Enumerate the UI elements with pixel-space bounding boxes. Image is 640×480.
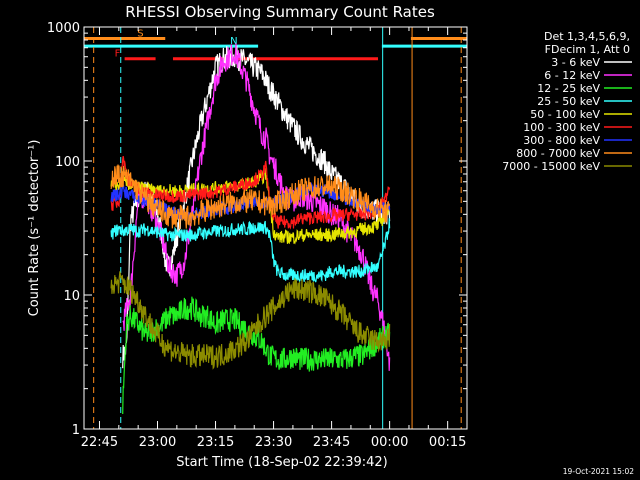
- legend-header-line: FDecim 1, Att 0: [545, 43, 630, 56]
- legend-header-line: Det 1,3,4,5,6,9,: [544, 30, 630, 43]
- legend-label: 100 - 300 keV: [523, 121, 600, 134]
- x-tick-label: 22:45: [81, 435, 118, 450]
- legend-label: 50 - 100 keV: [530, 108, 600, 121]
- y-tick-label: 100: [55, 155, 80, 170]
- x-tick-label: 23:45: [313, 435, 350, 450]
- series-line-2: [122, 296, 391, 415]
- y-tick-label: 1: [72, 423, 80, 438]
- y-axis-label: Count Rate (s⁻¹ detector⁻¹): [27, 140, 42, 317]
- date-stamp: 19-Oct-2021 15:02: [563, 467, 634, 476]
- x-tick-label: 00:00: [371, 435, 408, 450]
- x-axis-label: Start Time (18-Sep-02 22:39:42): [176, 455, 387, 470]
- legend-label: 12 - 25 keV: [537, 82, 600, 95]
- x-tick-label: 23:30: [255, 435, 292, 450]
- series-line-8: [110, 271, 391, 370]
- legend-label: 25 - 50 keV: [537, 95, 600, 108]
- flag-label-f: F: [115, 49, 121, 60]
- series-line-3: [110, 218, 391, 283]
- flag-label-s: S: [137, 29, 143, 40]
- series-line-0: [122, 45, 391, 369]
- series-line-5: [110, 156, 391, 230]
- legend-label: 800 - 7000 keV: [516, 147, 600, 160]
- series-line-7: [110, 164, 391, 229]
- x-tick-label: 00:15: [429, 435, 466, 450]
- legend-label: 6 - 12 keV: [544, 69, 600, 82]
- y-tick-label: 10: [63, 289, 80, 304]
- plot-frame: [83, 26, 468, 430]
- chart-title: RHESSI Observing Summary Count Rates: [125, 3, 435, 21]
- flag-label-n: N: [230, 36, 237, 47]
- legend-label: 300 - 800 keV: [523, 134, 600, 147]
- x-tick-label: 23:00: [139, 435, 176, 450]
- legend-label: 3 - 6 keV: [551, 56, 600, 69]
- x-tick-label: 23:15: [197, 435, 234, 450]
- series-line-1: [122, 43, 391, 371]
- legend: Det 1,3,4,5,6,9,FDecim 1, Att 03 - 6 keV…: [502, 30, 632, 173]
- legend-label: 7000 - 15000 keV: [502, 160, 600, 173]
- y-tick-label: 1000: [47, 21, 80, 36]
